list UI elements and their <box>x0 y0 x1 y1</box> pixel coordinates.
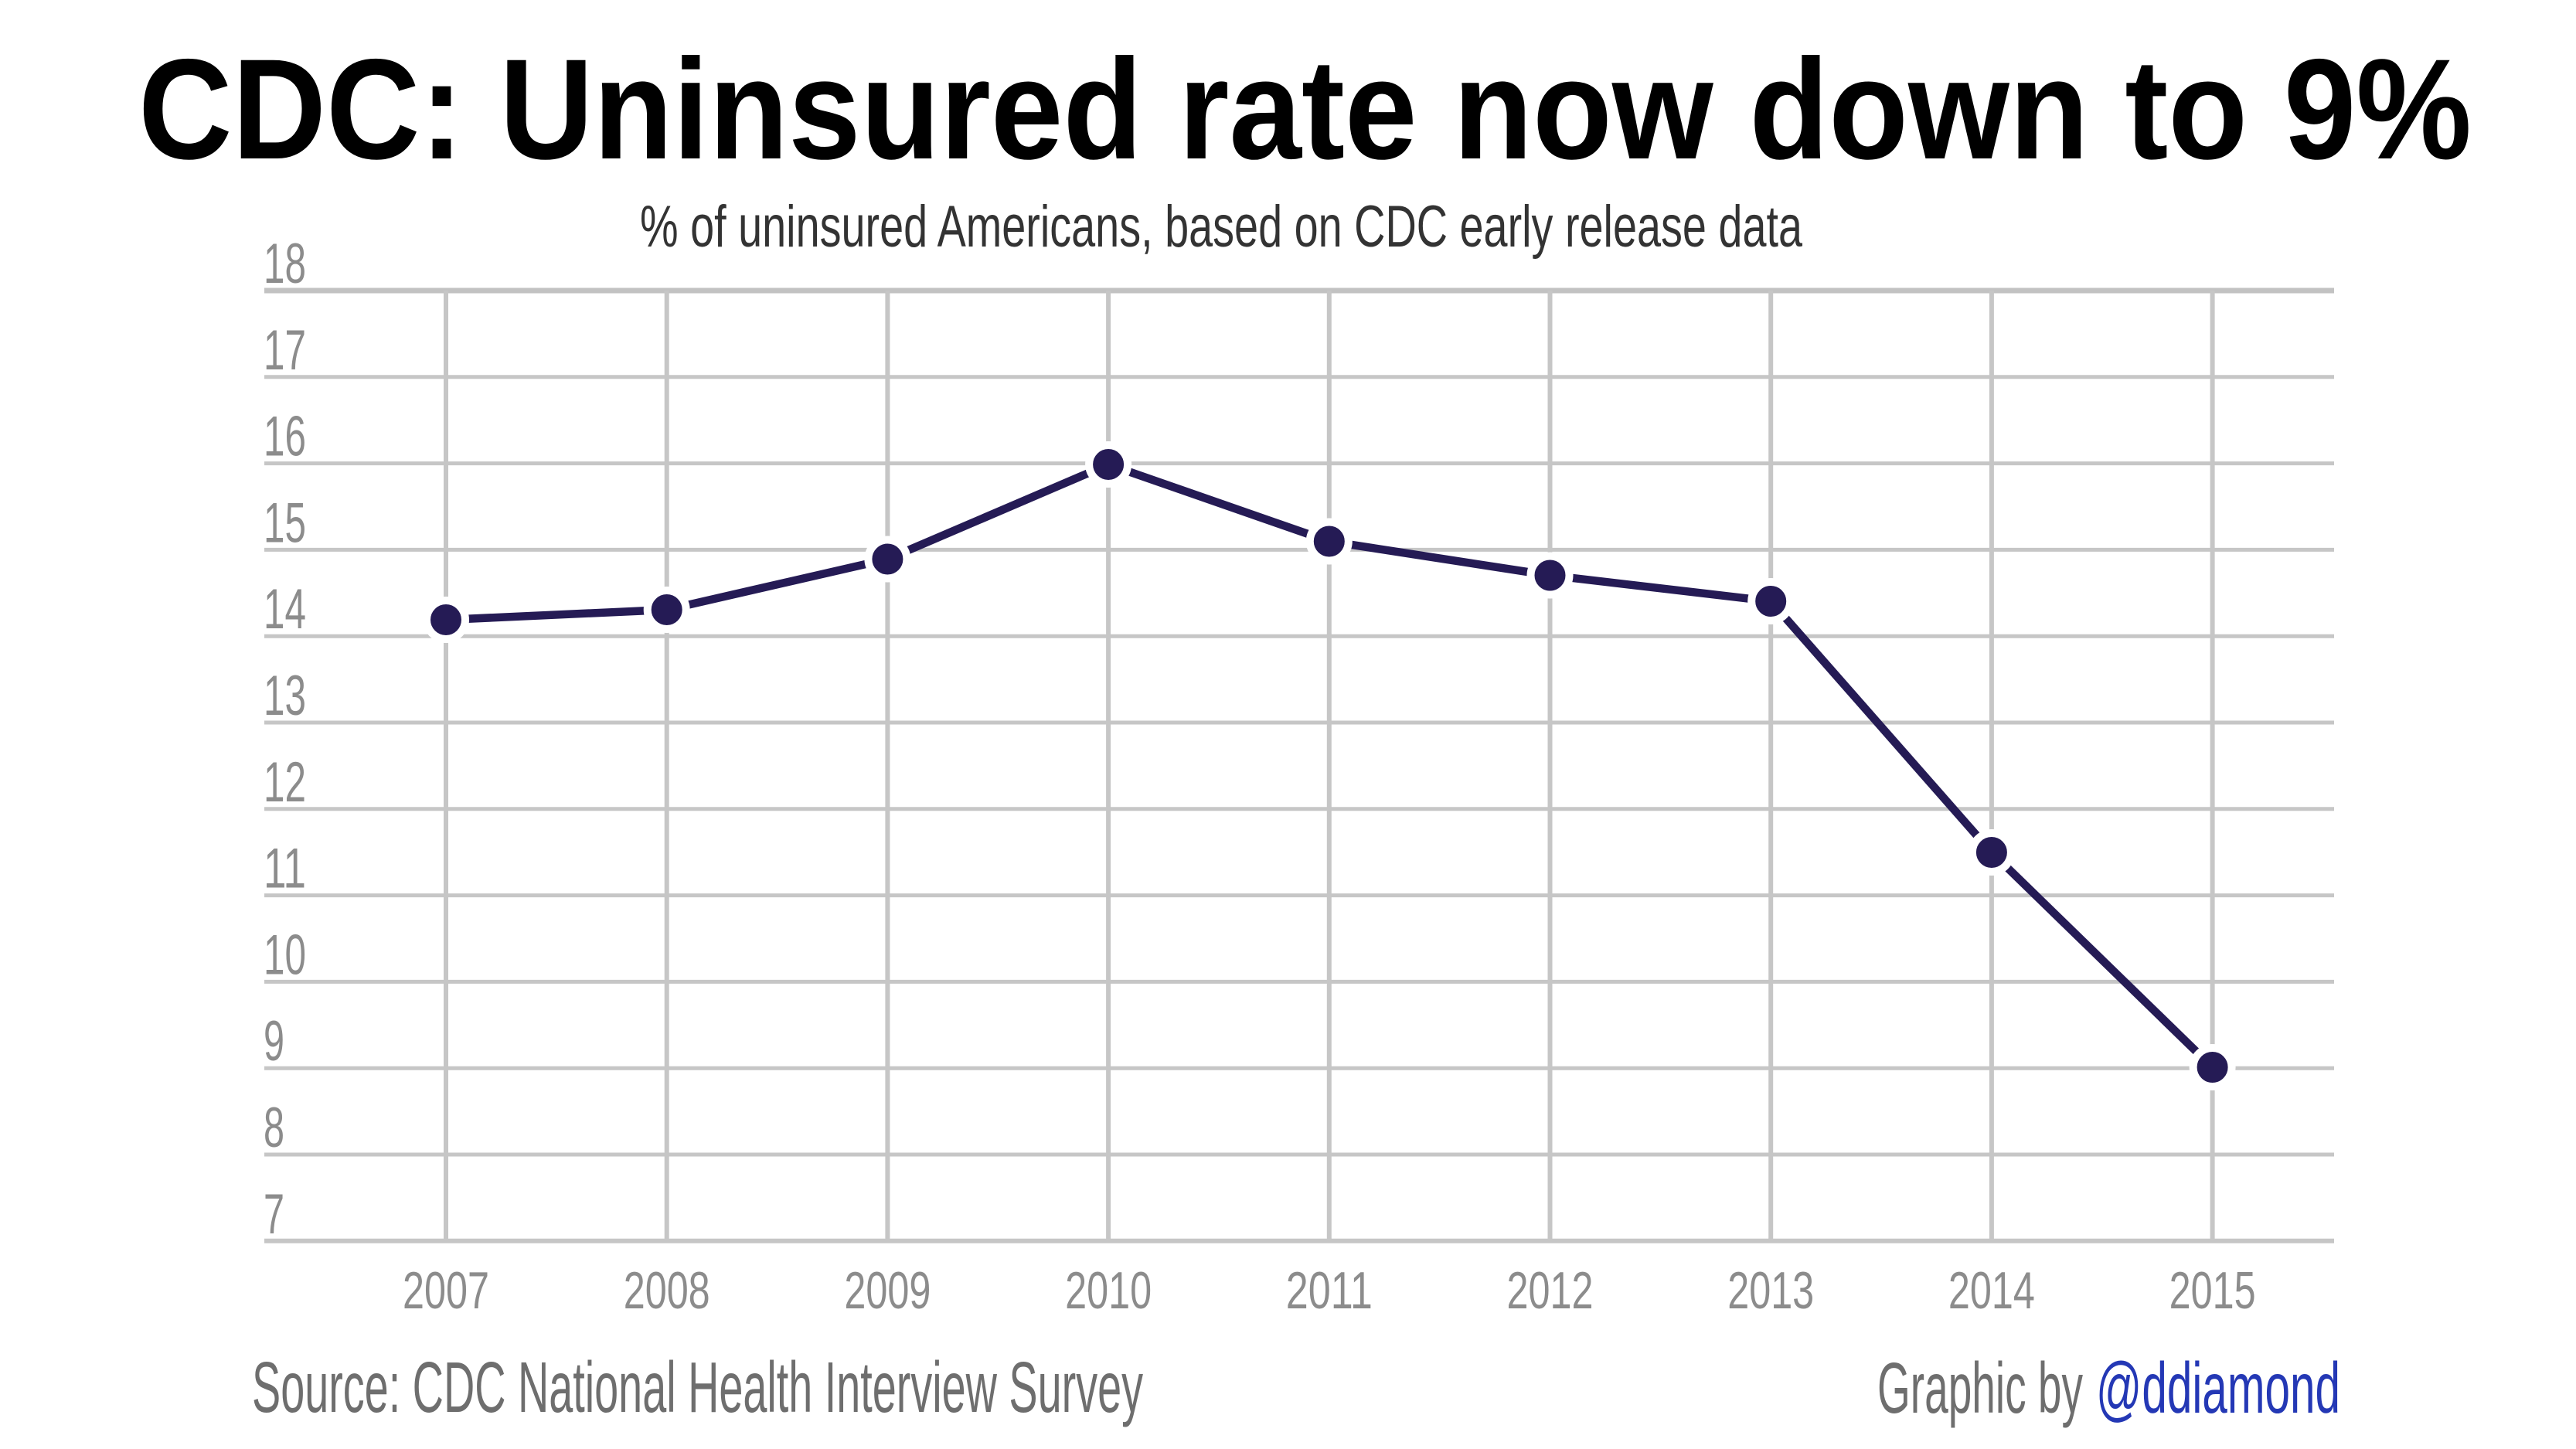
svg-text:15: 15 <box>264 492 306 554</box>
svg-text:2011: 2011 <box>1286 1261 1373 1320</box>
svg-text:2009: 2009 <box>844 1261 931 1320</box>
svg-text:13: 13 <box>264 665 306 727</box>
svg-text:2012: 2012 <box>1507 1261 1594 1320</box>
svg-text:CDC: Uninsured rate now down t: CDC: Uninsured rate now down to 9% <box>138 30 2472 189</box>
svg-text:2013: 2013 <box>1727 1261 1814 1320</box>
svg-text:2015: 2015 <box>2169 1261 2256 1320</box>
svg-text:11: 11 <box>264 838 306 900</box>
svg-text:2007: 2007 <box>403 1261 489 1320</box>
svg-text:2008: 2008 <box>624 1261 710 1320</box>
svg-text:% of uninsured Americans, base: % of uninsured Americans, based on CDC e… <box>640 194 1803 260</box>
svg-text:2010: 2010 <box>1065 1261 1152 1320</box>
svg-text:12: 12 <box>264 751 306 814</box>
svg-text:Source: CDC National Health In: Source: CDC National Health Interview Su… <box>252 1347 1143 1427</box>
svg-text:10: 10 <box>264 923 306 986</box>
svg-text:18: 18 <box>264 233 306 295</box>
svg-text:14: 14 <box>264 578 306 641</box>
svg-text:8: 8 <box>264 1097 284 1159</box>
svg-text:2014: 2014 <box>1948 1261 2035 1320</box>
svg-text:16: 16 <box>264 406 306 468</box>
svg-text:Graphic by: Graphic by <box>1877 1348 2083 1428</box>
svg-text:9: 9 <box>264 1010 284 1073</box>
svg-text:17: 17 <box>264 319 306 382</box>
svg-text:@ddiamond: @ddiamond <box>2096 1348 2340 1428</box>
svg-text:7: 7 <box>264 1183 284 1246</box>
